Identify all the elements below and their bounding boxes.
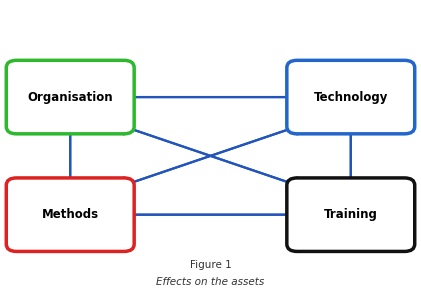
Text: Effects on the assets: Effects on the assets: [156, 277, 265, 287]
Text: Organisation: Organisation: [27, 91, 113, 103]
FancyBboxPatch shape: [6, 178, 134, 251]
FancyBboxPatch shape: [6, 60, 134, 134]
FancyBboxPatch shape: [287, 60, 415, 134]
FancyBboxPatch shape: [287, 178, 415, 251]
Text: Technology: Technology: [314, 91, 388, 103]
Text: Figure 1: Figure 1: [189, 260, 232, 270]
Text: Training: Training: [324, 208, 378, 221]
Text: Methods: Methods: [42, 208, 99, 221]
